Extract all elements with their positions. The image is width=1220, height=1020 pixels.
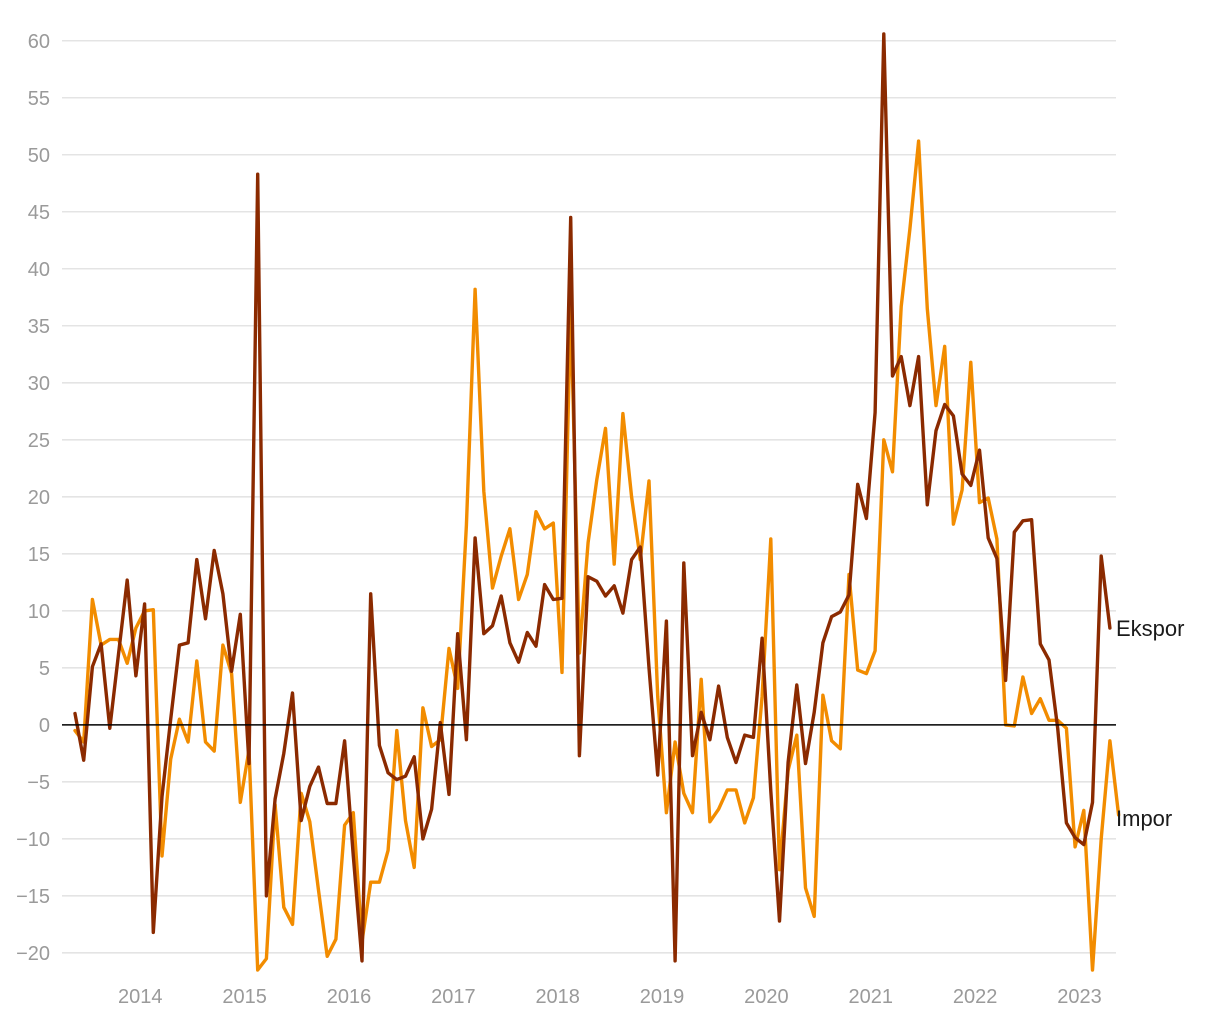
y-tick-label: 5 (39, 658, 50, 680)
y-tick-label: 15 (28, 544, 50, 566)
y-tick-label: 35 (28, 316, 50, 338)
x-tick-label: 2022 (953, 986, 998, 1008)
y-tick-label: 0 (39, 715, 50, 737)
y-tick-label: 30 (28, 373, 50, 395)
y-tick-label: 20 (28, 487, 50, 509)
y-tick-label: −5 (27, 772, 50, 794)
x-tick-label: 2023 (1057, 986, 1102, 1008)
y-tick-label: 45 (28, 202, 50, 224)
x-tick-label: 2021 (849, 986, 894, 1008)
series-line-ekspor (73, 32, 1112, 963)
series-label-impor: Impor (1116, 806, 1172, 831)
y-tick-label: −10 (16, 829, 50, 851)
y-tick-label: −20 (16, 943, 50, 965)
x-tick-label: 2017 (431, 986, 476, 1008)
x-tick-label: 2020 (744, 986, 789, 1008)
x-tick-label: 2014 (118, 986, 163, 1008)
y-tick-label: −15 (16, 886, 50, 908)
x-tick-label: 2016 (327, 986, 372, 1008)
y-tick-label: 40 (28, 259, 50, 281)
y-tick-label: 60 (28, 31, 50, 53)
y-tick-label: 25 (28, 430, 50, 452)
x-tick-label: 2018 (535, 986, 580, 1008)
x-tick-label: 2019 (640, 986, 685, 1008)
y-tick-label: 10 (28, 601, 50, 623)
x-tick-label: 2015 (222, 986, 267, 1008)
series-end-labels: Ekspor Impor (1116, 616, 1184, 831)
series-label-ekspor: Ekspor (1116, 616, 1184, 641)
series-lines (73, 32, 1121, 972)
x-axis-tick-labels: 2014 2015 2016 2017 2018 2019 2020 2021 2022 2023 (118, 986, 1102, 1008)
series-line-impor (73, 139, 1121, 972)
y-tick-label: 50 (28, 145, 50, 167)
gridlines (62, 40, 1116, 954)
y-tick-label: 55 (28, 88, 50, 110)
